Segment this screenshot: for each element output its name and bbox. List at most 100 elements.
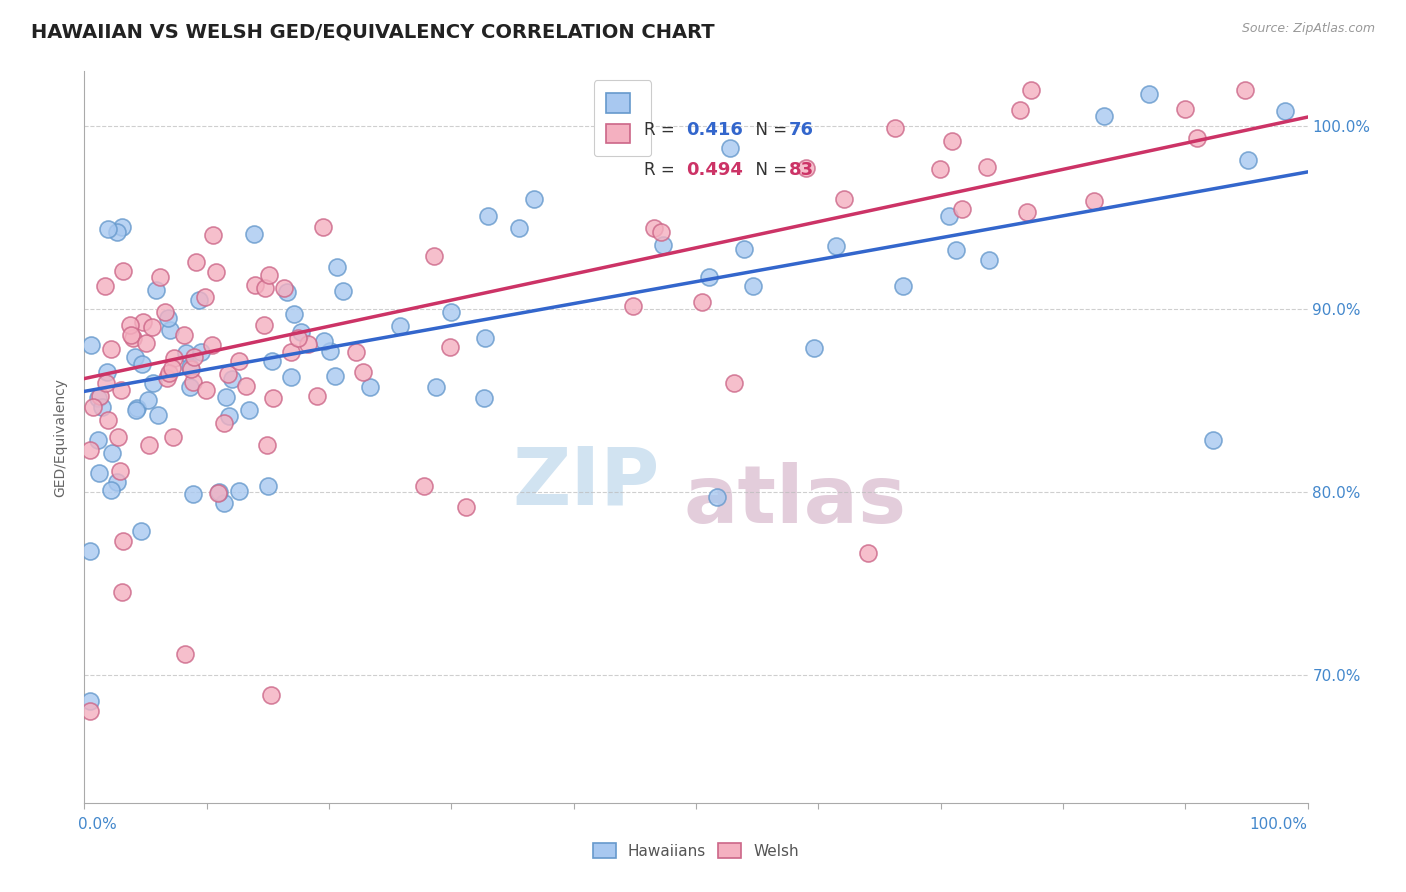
Point (412, 478, 434, 492)
Text: atlas: atlas (683, 462, 907, 540)
Point (111, 263, 134, 277)
Point (643, 221, 665, 235)
Point (145, 283, 167, 297)
Point (174, 346, 197, 360)
Point (825, 239, 848, 253)
Point (621, 299, 644, 313)
Point (883, 121, 905, 136)
Point (697, 270, 720, 285)
Point (159, 323, 181, 337)
Point (190, 344, 212, 359)
Point (91, 400, 114, 414)
Point (305, 389, 328, 403)
Point (105, 225, 128, 239)
Point (706, 490, 728, 504)
Point (1019, 83, 1042, 97)
Text: N =: N = (745, 161, 793, 179)
Point (131, 315, 153, 329)
Point (163, 351, 186, 365)
Point (217, 367, 239, 381)
Point (312, 219, 335, 234)
Point (1202, 434, 1225, 448)
Text: R =: R = (644, 161, 679, 179)
Point (297, 336, 319, 351)
Point (87, 467, 110, 481)
Text: 100.0%: 100.0% (1250, 817, 1308, 832)
Point (208, 485, 231, 500)
Point (723, 376, 745, 391)
Point (80, 338, 103, 352)
Point (82, 400, 104, 414)
Point (87, 433, 110, 447)
Point (257, 479, 280, 493)
Point (153, 304, 176, 318)
Point (110, 383, 132, 397)
Point (508, 220, 530, 235)
Point (194, 290, 217, 304)
Text: HAWAIIAN VS WELSH GED/EQUIVALENCY CORRELATION CHART: HAWAIIAN VS WELSH GED/EQUIVALENCY CORREL… (31, 22, 714, 41)
Point (1015, 205, 1038, 219)
Point (319, 344, 342, 359)
Point (650, 225, 672, 239)
Point (122, 330, 145, 344)
Point (156, 371, 179, 385)
Y-axis label: GED/Equivalency: GED/Equivalency (53, 377, 67, 497)
Point (280, 344, 302, 359)
Point (183, 350, 205, 364)
Point (142, 376, 165, 390)
Point (856, 546, 879, 560)
Point (832, 193, 855, 207)
Text: 83: 83 (789, 161, 814, 179)
Point (1234, 83, 1257, 97)
Point (243, 277, 266, 292)
Point (359, 380, 381, 394)
Point (79, 442, 101, 457)
Point (87, 391, 110, 405)
Text: 0.0%: 0.0% (79, 817, 117, 832)
Point (179, 359, 201, 374)
Point (118, 318, 141, 332)
Text: N =: N = (745, 120, 793, 138)
Point (204, 265, 226, 279)
Text: 0.494: 0.494 (686, 161, 742, 179)
Point (474, 391, 496, 405)
Point (439, 340, 461, 354)
Point (976, 161, 998, 175)
Point (212, 416, 235, 430)
Point (253, 281, 276, 295)
Point (141, 319, 163, 334)
Point (941, 134, 963, 148)
Point (425, 380, 447, 394)
Point (228, 354, 250, 368)
Point (129, 524, 152, 538)
Point (212, 496, 235, 510)
Point (325, 369, 347, 384)
Point (287, 331, 309, 345)
Text: Source: ZipAtlas.com: Source: ZipAtlas.com (1241, 22, 1375, 36)
Point (794, 161, 817, 175)
Point (100, 483, 122, 498)
Point (950, 202, 973, 216)
Point (100, 343, 122, 357)
Point (352, 365, 374, 379)
Text: 0.416: 0.416 (686, 120, 742, 138)
Point (136, 392, 159, 407)
Point (929, 162, 952, 177)
Point (179, 380, 201, 394)
Point (1185, 131, 1208, 145)
Point (110, 464, 132, 478)
Point (260, 688, 283, 702)
Point (207, 486, 229, 500)
Point (523, 192, 546, 206)
Legend: Hawaiians, Welsh: Hawaiians, Welsh (586, 837, 806, 864)
Point (1237, 153, 1260, 168)
Point (474, 331, 496, 345)
Point (262, 391, 284, 405)
Point (174, 648, 197, 662)
Point (94, 278, 117, 293)
Point (214, 390, 236, 404)
Point (1274, 103, 1296, 118)
Point (262, 353, 284, 368)
Point (803, 341, 825, 355)
Point (938, 209, 960, 223)
